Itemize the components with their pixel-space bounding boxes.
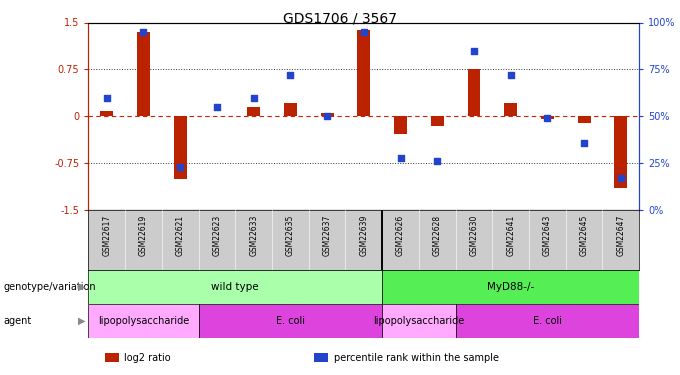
Bar [541,116,554,119]
Text: ▶: ▶ [78,316,85,326]
Bar [105,353,119,362]
Text: MyD88-/-: MyD88-/- [487,282,534,292]
Text: agent: agent [3,316,32,326]
Bar [248,107,260,116]
Point [542,115,553,121]
Bar [456,304,639,338]
Bar [199,304,382,338]
Text: ▶: ▶ [78,282,85,292]
Bar [431,116,443,126]
Text: GSM22643: GSM22643 [543,215,552,256]
Text: GSM22619: GSM22619 [139,215,148,256]
Text: GSM22626: GSM22626 [396,215,405,256]
Bar [88,304,199,338]
Text: GSM22647: GSM22647 [616,215,626,256]
Point [579,140,590,146]
Text: log2 ratio: log2 ratio [124,352,171,363]
Text: lipopolysaccharide: lipopolysaccharide [98,316,189,326]
Bar [321,113,333,116]
Bar [578,116,590,123]
Text: GSM22635: GSM22635 [286,215,295,256]
Bar [314,353,328,362]
Text: wild type: wild type [211,282,259,292]
Point [285,72,296,78]
Bar [615,116,627,188]
Bar [137,32,150,116]
Bar [358,30,370,116]
Text: lipopolysaccharide: lipopolysaccharide [373,316,464,326]
Point [248,94,259,100]
Point [101,94,112,100]
Point [211,104,222,110]
Text: genotype/variation: genotype/variation [3,282,96,292]
Text: GSM22630: GSM22630 [469,215,479,256]
Point [358,29,369,35]
Text: E. coli: E. coli [533,316,562,326]
Text: GSM22641: GSM22641 [506,215,515,256]
Bar [101,111,113,116]
Text: GSM22628: GSM22628 [432,215,442,256]
Point [175,164,186,170]
Bar [284,102,296,116]
Text: percentile rank within the sample: percentile rank within the sample [333,352,498,363]
Bar [174,116,186,179]
Text: GDS1706 / 3567: GDS1706 / 3567 [283,11,397,25]
Bar [394,116,407,134]
Text: E. coli: E. coli [276,316,305,326]
Text: GSM22633: GSM22633 [249,215,258,256]
Text: GSM22617: GSM22617 [102,215,112,256]
Text: GSM22645: GSM22645 [579,215,589,256]
Bar [88,270,382,304]
Point [395,154,406,160]
Bar [468,69,480,116]
Bar [505,102,517,116]
Bar [382,270,639,304]
Text: GSM22637: GSM22637 [322,215,332,256]
Bar [382,304,456,338]
Point [505,72,516,78]
Point [615,175,626,181]
Point [432,158,443,164]
Point [469,48,479,54]
Point [322,113,333,119]
Point [138,29,149,35]
Text: GSM22639: GSM22639 [359,215,369,256]
Text: GSM22623: GSM22623 [212,215,222,256]
Text: GSM22621: GSM22621 [175,215,185,256]
